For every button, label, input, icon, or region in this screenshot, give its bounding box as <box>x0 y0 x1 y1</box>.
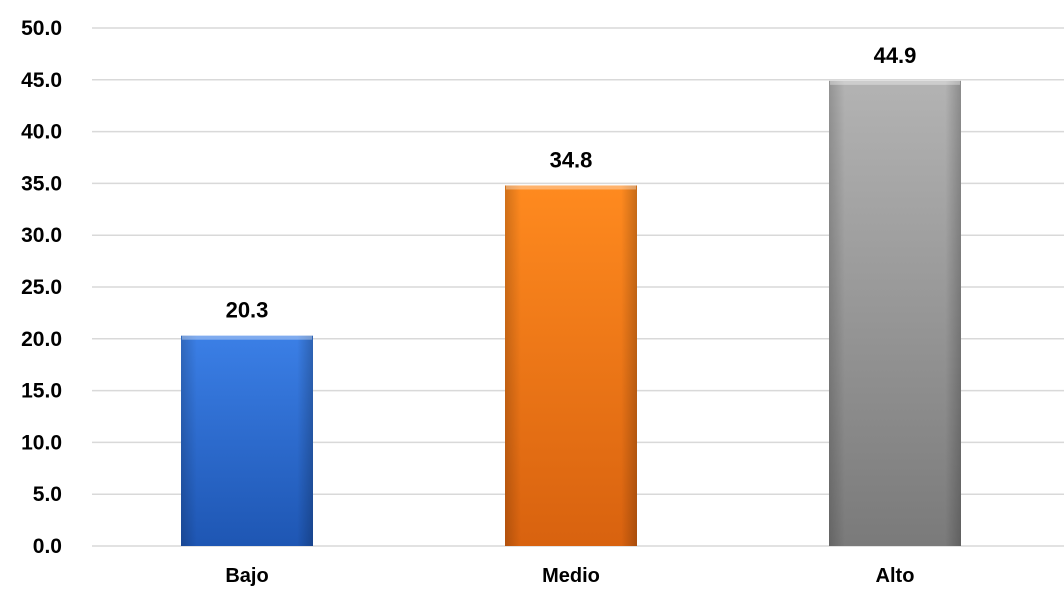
y-tick-label: 5.0 <box>33 483 62 506</box>
y-tick-label: 20.0 <box>21 328 62 351</box>
bar-alto <box>829 80 961 546</box>
data-label: 44.9 <box>874 43 917 68</box>
x-category-label: Alto <box>876 565 915 587</box>
y-tick-label: 50.0 <box>21 17 62 40</box>
bar-bevel <box>830 80 960 85</box>
y-axis-tick-labels: 0.0 5.0 10.0 15.0 20.0 25.0 30.0 35.0 40.0 45.0 50… <box>21 17 62 558</box>
bar-bajo <box>181 335 313 546</box>
y-tick-label: 0.0 <box>33 535 62 558</box>
y-tick-label: 35.0 <box>21 172 62 195</box>
bar-shading <box>181 335 313 546</box>
y-tick-label: 15.0 <box>21 380 62 403</box>
data-labels: 20.3 34.8 44.9 <box>226 43 917 323</box>
x-category-label: Bajo <box>225 565 268 587</box>
bars <box>181 80 961 547</box>
x-axis-category-labels: Bajo Medio Alto <box>225 565 914 587</box>
y-tick-label: 45.0 <box>21 69 62 92</box>
x-category-label: Medio <box>542 565 600 587</box>
y-tick-label: 40.0 <box>21 121 62 144</box>
bar-medio <box>505 185 637 547</box>
y-tick-label: 25.0 <box>21 276 62 299</box>
data-label: 20.3 <box>226 298 269 323</box>
bar-shading <box>505 185 637 547</box>
y-tick-label: 30.0 <box>21 224 62 247</box>
bar-bevel <box>182 335 312 340</box>
bar-shading <box>829 80 961 546</box>
data-label: 34.8 <box>550 147 593 172</box>
bar-bevel <box>506 185 636 190</box>
y-tick-label: 10.0 <box>21 431 62 454</box>
